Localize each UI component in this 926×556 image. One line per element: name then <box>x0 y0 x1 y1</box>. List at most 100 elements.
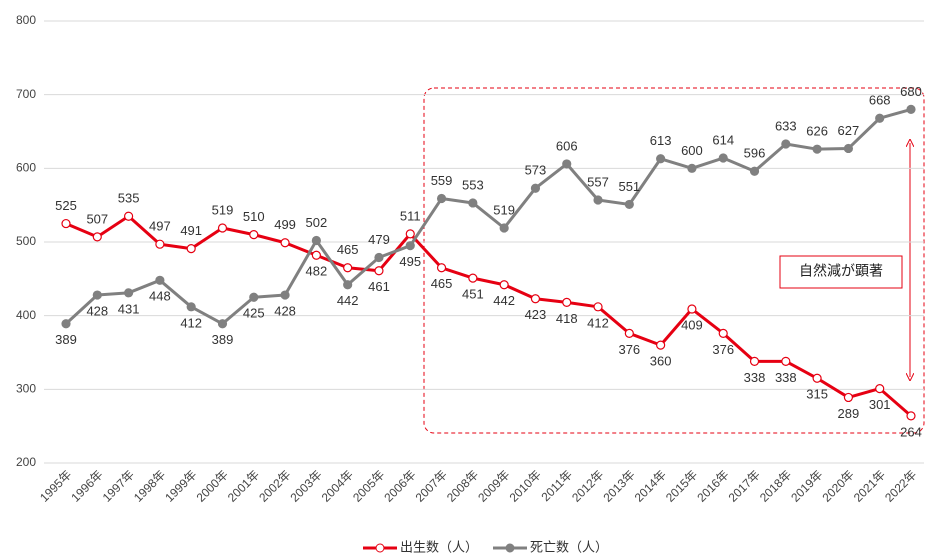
data-label: 626 <box>806 124 828 139</box>
x-tick-label: 2004年 <box>319 467 356 504</box>
marker <box>186 244 196 254</box>
data-label: 511 <box>400 208 421 223</box>
marker <box>530 294 541 304</box>
marker <box>343 263 353 273</box>
data-label: 668 <box>869 93 891 108</box>
marker <box>718 328 728 338</box>
marker <box>123 288 134 298</box>
x-tick-label: 2000年 <box>194 467 231 504</box>
data-label: 338 <box>744 370 766 385</box>
y-tick-label: 500 <box>16 234 36 248</box>
marker <box>280 238 290 248</box>
x-tick-label: 1998年 <box>131 467 168 504</box>
marker <box>468 273 478 283</box>
marker <box>875 383 885 394</box>
x-tick-label: 2020年 <box>820 467 857 504</box>
marker <box>906 104 916 115</box>
data-label: 627 <box>838 123 860 138</box>
legend-label: 死亡数（人） <box>530 539 608 554</box>
data-label: 495 <box>399 254 421 269</box>
data-label: 465 <box>431 276 453 291</box>
series-line <box>65 214 912 417</box>
x-tick-label: 2014年 <box>632 467 669 504</box>
marker <box>92 232 102 242</box>
data-label: 360 <box>650 354 672 369</box>
marker <box>280 290 290 300</box>
data-label: 442 <box>337 293 359 308</box>
data-label: 376 <box>712 342 734 357</box>
data-label: 510 <box>243 209 265 224</box>
data-label: 412 <box>587 315 609 330</box>
y-tick-label: 600 <box>16 161 36 175</box>
data-label: 573 <box>525 163 547 178</box>
marker <box>155 275 165 285</box>
x-tick-label: 2018年 <box>757 467 794 504</box>
marker <box>749 166 760 176</box>
x-tick-label: 2008年 <box>444 467 481 504</box>
x-tick-label: 2011年 <box>538 467 575 504</box>
marker <box>843 392 854 403</box>
marker <box>311 235 321 246</box>
marker <box>499 280 509 290</box>
marker <box>249 230 259 240</box>
x-tick-label: 2010年 <box>507 467 544 504</box>
x-tick-label: 2022年 <box>882 467 919 504</box>
marker <box>593 195 603 205</box>
data-label: 680 <box>900 84 922 99</box>
data-label: 525 <box>55 198 77 213</box>
x-tick-label: 2007年 <box>413 467 450 504</box>
data-label: 409 <box>681 317 703 332</box>
marker <box>530 183 541 193</box>
data-label: 519 <box>493 202 515 217</box>
x-tick-label: 2003年 <box>287 467 324 504</box>
marker <box>687 163 697 173</box>
annotation-box <box>779 255 903 289</box>
marker <box>374 266 384 276</box>
marker <box>656 340 666 350</box>
data-label: 338 <box>775 370 797 385</box>
marker <box>217 223 228 233</box>
marker <box>781 356 791 366</box>
data-label: 553 <box>462 177 484 192</box>
x-tick-label: 2001年 <box>225 467 262 504</box>
marker <box>374 252 384 263</box>
x-tick-label: 1996年 <box>68 467 105 504</box>
data-label: 389 <box>55 332 77 347</box>
data-label: 491 <box>180 223 202 238</box>
marker <box>812 144 822 154</box>
data-label: 423 <box>525 307 547 322</box>
legend-marker <box>505 543 515 553</box>
y-tick-label: 700 <box>16 87 36 101</box>
data-label: 428 <box>86 303 108 318</box>
x-tick-label: 2015年 <box>663 467 700 504</box>
marker <box>155 239 165 249</box>
annotation: 自然減が顕著 <box>799 263 883 279</box>
marker <box>812 373 822 383</box>
marker <box>562 297 572 308</box>
data-label: 613 <box>650 133 672 148</box>
data-label: 600 <box>681 143 703 158</box>
x-tick-label: 2009年 <box>475 467 512 504</box>
x-tick-label: 2002年 <box>256 467 293 504</box>
data-label: 479 <box>368 232 390 247</box>
data-label: 448 <box>149 289 171 304</box>
highlight-box <box>423 87 925 434</box>
marker <box>906 411 916 421</box>
marker <box>249 292 259 302</box>
data-label: 412 <box>180 315 202 330</box>
data-label: 264 <box>900 424 922 439</box>
marker <box>186 302 196 312</box>
data-label: 315 <box>806 387 828 402</box>
data-label: 289 <box>838 406 860 421</box>
marker <box>687 304 697 314</box>
data-label: 461 <box>368 279 390 294</box>
marker <box>61 319 71 329</box>
x-tick-label: 1997年 <box>100 467 137 504</box>
data-label: 451 <box>462 287 484 302</box>
marker <box>718 153 728 163</box>
marker <box>499 223 509 233</box>
data-label: 557 <box>587 174 609 189</box>
data-label: 499 <box>274 217 296 232</box>
